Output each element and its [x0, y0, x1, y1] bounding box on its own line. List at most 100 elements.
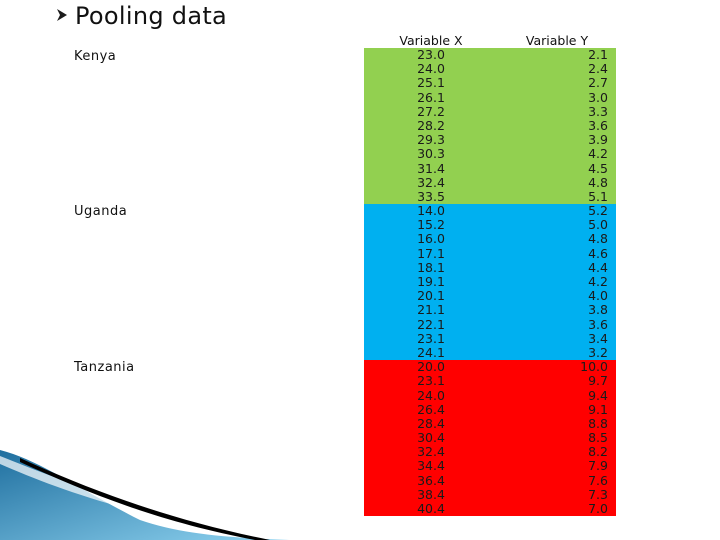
table-row: 21.1 3.8 [364, 303, 616, 317]
cell-variable-x: 26.1 [417, 89, 445, 105]
cell-variable-y: 4.4 [588, 259, 608, 275]
cell-variable-y: 4.8 [588, 174, 608, 190]
cell-variable-x: 21.1 [417, 302, 445, 318]
table-row: 24.1 3.2 [364, 344, 616, 360]
cell-variable-x: 16.0 [417, 231, 445, 247]
cell-variable-y: 3.6 [588, 117, 608, 133]
cell-variable-y: 5.2 [588, 203, 608, 219]
cell-variable-y: 4.8 [588, 231, 608, 247]
cell-variable-x: 24.0 [417, 61, 445, 77]
table-row: 29.3 3.9 [364, 132, 616, 148]
table-row: 23.1 9.7 [364, 374, 616, 388]
header-variable-y: Variable Y [525, 33, 589, 48]
table-row: 36.4 7.6 [364, 472, 616, 488]
cell-variable-y: 8.5 [588, 430, 608, 446]
group-tanzania: 20.0 10.0 23.1 9.7 24.0 9.4 26.4 9.1 28.4 8.8 30.4… [364, 359, 616, 517]
table-row: 24.0 2.4 [364, 61, 616, 77]
cell-variable-y: 3.4 [588, 330, 608, 346]
cell-variable-y: 4.5 [588, 160, 608, 176]
cell-variable-y: 5.0 [588, 217, 608, 233]
cell-variable-y: 3.8 [588, 302, 608, 318]
pooled-data-table: Variable X Variable Y 23.0 2.1 24.0 2.4 25.1… [364, 34, 616, 517]
cell-variable-x: 30.4 [417, 430, 445, 446]
cell-variable-x: 20.1 [417, 288, 445, 304]
cell-variable-y: 3.6 [588, 316, 608, 332]
cell-variable-y: 3.0 [588, 89, 608, 105]
cell-variable-x: 30.3 [417, 146, 445, 162]
cell-variable-x: 38.4 [417, 486, 445, 502]
cell-variable-y: 4.2 [588, 146, 608, 162]
cell-variable-y: 3.2 [588, 344, 608, 360]
table-row: 23.0 2.1 [364, 47, 616, 62]
table-row: 30.3 4.2 [364, 147, 616, 161]
cell-variable-y: 7.6 [588, 472, 608, 488]
cell-variable-x: 36.4 [417, 472, 445, 488]
cell-variable-x: 25.1 [417, 75, 445, 91]
table-row: 32.4 4.8 [364, 174, 616, 190]
cell-variable-x: 29.3 [417, 132, 445, 148]
cell-variable-y: 7.9 [588, 458, 608, 474]
cell-variable-y: 2.4 [588, 61, 608, 77]
table-row: 26.1 3.0 [364, 89, 616, 105]
table-row: 28.2 3.6 [364, 117, 616, 133]
cell-variable-x: 34.4 [417, 458, 445, 474]
table-row: 15.2 5.0 [364, 218, 616, 232]
table-row: 23.1 3.4 [364, 330, 616, 346]
cell-variable-x: 17.1 [417, 245, 445, 261]
cell-variable-y: 5.1 [588, 188, 608, 204]
table-header: Variable X Variable Y [364, 34, 616, 48]
table-row: 26.4 9.1 [364, 401, 616, 417]
cell-variable-x: 40.4 [417, 501, 445, 516]
cell-variable-x: 31.4 [417, 160, 445, 176]
table-row: 32.4 8.2 [364, 445, 616, 459]
group-uganda: 14.0 5.2 15.2 5.0 16.0 4.8 17.1 4.6 18.1 4.4 19.1 4… [364, 203, 616, 361]
cell-variable-x: 26.4 [417, 401, 445, 417]
cell-variable-x: 23.1 [417, 330, 445, 346]
slide-title: Pooling data [75, 2, 228, 30]
cell-variable-x: 28.2 [417, 117, 445, 133]
table-row: 24.0 9.4 [364, 387, 616, 403]
table-row: 14.0 5.2 [364, 203, 616, 219]
cell-variable-y: 4.6 [588, 245, 608, 261]
cell-variable-x: 27.2 [417, 103, 445, 119]
cell-variable-x: 23.0 [417, 47, 445, 62]
cell-variable-x: 24.1 [417, 344, 445, 360]
table-row: 16.0 4.8 [364, 232, 616, 246]
table-row: 34.4 7.9 [364, 459, 616, 473]
cell-variable-x: 20.0 [417, 359, 445, 375]
cell-variable-x: 24.0 [417, 387, 445, 403]
cell-variable-y: 3.3 [588, 103, 608, 119]
group-kenya: 23.0 2.1 24.0 2.4 25.1 2.7 26.1 3.0 27.2 3.3 28.2 3… [364, 47, 616, 205]
cell-variable-x: 22.1 [417, 316, 445, 332]
table-row: 28.4 8.8 [364, 415, 616, 431]
cell-variable-y: 2.1 [588, 47, 608, 62]
cell-variable-y: 7.3 [588, 486, 608, 502]
table-row: 38.4 7.3 [364, 486, 616, 502]
table-row: 20.1 4.0 [364, 288, 616, 304]
cell-variable-x: 28.4 [417, 415, 445, 431]
cell-variable-y: 10.0 [580, 359, 608, 375]
cell-variable-x: 14.0 [417, 203, 445, 219]
cell-variable-y: 8.8 [588, 415, 608, 431]
cell-variable-x: 23.1 [417, 373, 445, 389]
table-body: 23.0 2.1 24.0 2.4 25.1 2.7 26.1 3.0 27.2 3.3 28.2 3… [364, 47, 616, 517]
country-label-tanzania: Tanzania [74, 360, 135, 375]
cell-variable-y: 3.9 [588, 132, 608, 148]
table-row: 33.5 5.1 [364, 188, 616, 204]
arrow-bullet-icon [57, 9, 67, 21]
country-label-uganda: Uganda [74, 204, 128, 219]
cell-variable-x: 19.1 [417, 274, 445, 289]
country-label-kenya: Kenya [74, 49, 117, 64]
table-row: 17.1 4.6 [364, 245, 616, 261]
table-row: 31.4 4.5 [364, 160, 616, 176]
cell-variable-x: 18.1 [417, 259, 445, 275]
table-row: 22.1 3.6 [364, 316, 616, 332]
table-row: 27.2 3.3 [364, 103, 616, 119]
cell-variable-y: 9.1 [588, 401, 608, 417]
cell-variable-y: 4.2 [588, 274, 608, 289]
cell-variable-y: 2.7 [588, 75, 608, 91]
table-row: 20.0 10.0 [364, 359, 616, 375]
table-row: 18.1 4.4 [364, 259, 616, 275]
table-row: 40.4 7.0 [364, 501, 616, 516]
cell-variable-x: 33.5 [417, 188, 445, 204]
